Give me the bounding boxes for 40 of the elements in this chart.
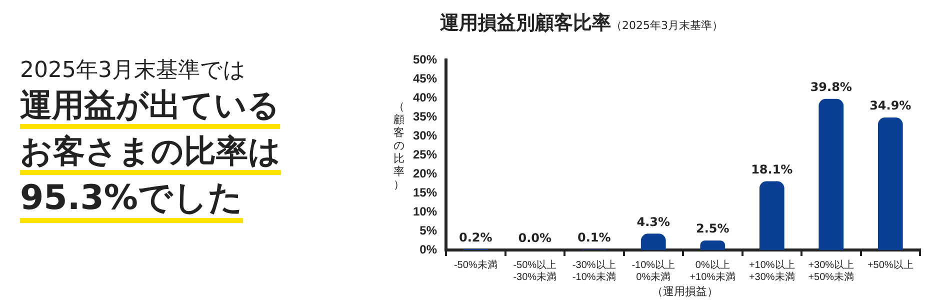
y-tick-label: 20%: [412, 166, 438, 180]
text: お客さまの比率は: [20, 132, 281, 175]
text: 95.3%でした: [20, 178, 243, 223]
data-label: 4.3%: [636, 214, 670, 229]
x-tick-label: -50%未満: [454, 258, 498, 271]
x-tick-label: +50%以上: [867, 258, 914, 271]
data-label: 0.1%: [577, 230, 611, 245]
data-label: 0.0%: [518, 231, 552, 246]
text: 2025年3月末基準では: [20, 58, 246, 84]
bar: [700, 240, 726, 250]
x-tick-label: 0%以上 +10%未満: [690, 258, 736, 283]
y-tick-label: 30%: [412, 128, 438, 142]
y-tick-label: 25%: [412, 147, 438, 162]
y-tick-label: 0%: [420, 242, 438, 256]
y-tick-label: 40%: [412, 90, 438, 104]
x-tick-label: -50%以上 -30%未満: [513, 258, 557, 283]
y-tick-label: 45%: [412, 71, 438, 86]
bar: [640, 234, 666, 250]
y-tick-label: 5%: [420, 223, 438, 238]
chart-subtitle: （2025年3月末基準）: [611, 19, 723, 32]
data-label: 18.1%: [751, 162, 793, 176]
x-tick-label: +10%以上 +30%未満: [748, 258, 795, 283]
data-label: 39.8%: [810, 80, 852, 94]
y-axis-title: （顧客の比率）: [392, 100, 406, 191]
text: 運用益が出ている: [20, 86, 280, 130]
data-label: 34.9%: [870, 98, 912, 113]
y-tick-label: 50%: [412, 52, 438, 67]
data-label: 2.5%: [696, 222, 730, 236]
y-tick-label: 35%: [412, 109, 438, 124]
x-tick-label: +30%以上 +50%未満: [808, 258, 854, 283]
bar: [759, 181, 784, 250]
chart-title: 運用損益別顧客比率: [440, 12, 611, 34]
y-tick-label: 10%: [412, 204, 438, 218]
x-tick-label: -10%以上 0%未満: [632, 258, 676, 283]
x-axis-title: （運用損益）: [651, 284, 719, 299]
data-label: 0.2%: [459, 230, 492, 244]
y-tick-label: 15%: [412, 185, 438, 200]
bar: [818, 98, 844, 250]
x-tick-label: -30%以上 -10%未満: [572, 258, 616, 283]
bar: [878, 118, 903, 250]
